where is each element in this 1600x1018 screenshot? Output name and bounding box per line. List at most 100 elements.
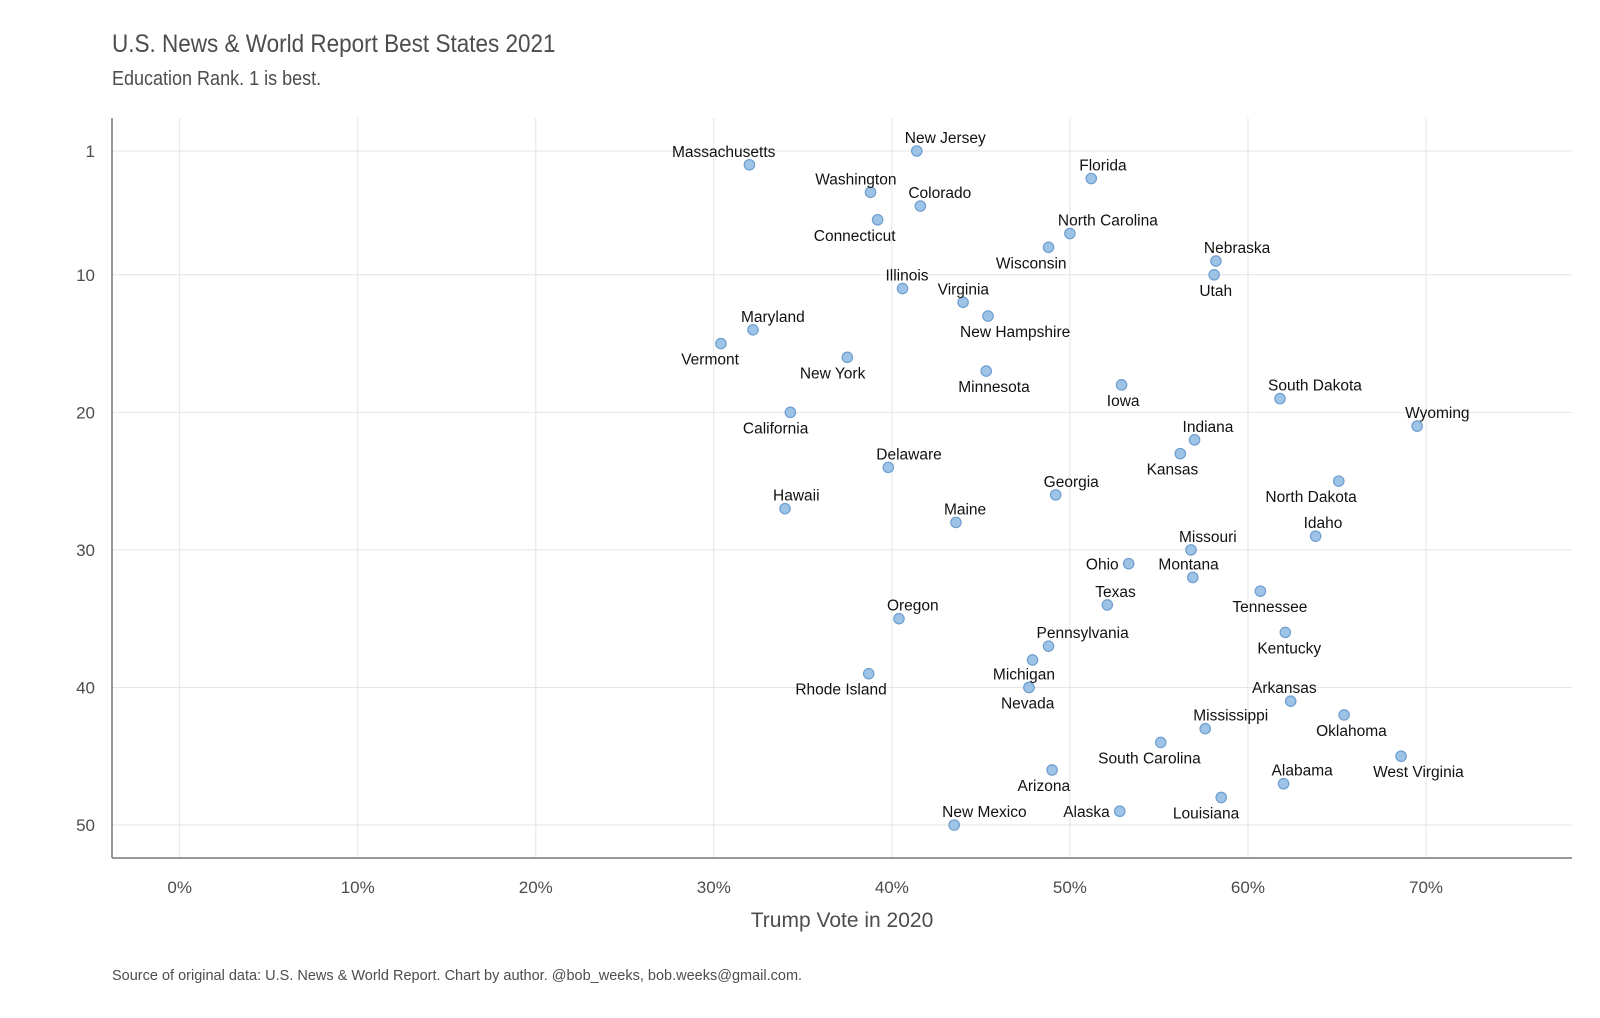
data-label: Utah <box>1199 283 1232 300</box>
data-label: Arizona <box>1018 778 1071 795</box>
data-label: Wyoming <box>1405 405 1469 422</box>
data-label: Maryland <box>741 309 805 326</box>
x-tick-label: 10% <box>341 878 375 897</box>
data-label: Florida <box>1079 158 1127 175</box>
data-point <box>950 516 962 529</box>
data-label: Alaska <box>1063 804 1110 821</box>
y-tick-label: 1 <box>86 142 95 161</box>
data-point <box>715 337 727 350</box>
data-point <box>1042 241 1055 254</box>
data-point <box>1185 544 1197 556</box>
data-label: Nevada <box>1001 695 1055 712</box>
data-label: Massachusetts <box>672 144 776 161</box>
data-label: New Hampshire <box>960 324 1070 341</box>
data-label: Hawaii <box>773 488 820 505</box>
data-point <box>980 365 993 377</box>
data-point <box>882 461 895 474</box>
data-label: Alabama <box>1272 763 1334 780</box>
data-label: Texas <box>1095 584 1136 601</box>
data-point <box>743 158 756 171</box>
data-label: Indiana <box>1183 419 1234 436</box>
chart-title: U.S. News & World Report Best States 202… <box>112 30 556 58</box>
data-label: Pennsylvania <box>1037 625 1130 642</box>
data-label: Washington <box>815 171 896 188</box>
data-point <box>1274 392 1286 405</box>
data-label: Maine <box>944 501 986 518</box>
data-label: Michigan <box>993 666 1055 683</box>
x-tick-label: 20% <box>519 878 553 897</box>
data-label: South Carolina <box>1098 750 1201 767</box>
data-point <box>910 145 923 157</box>
data-label: New Jersey <box>905 130 986 147</box>
data-point <box>1279 626 1292 639</box>
data-point <box>1199 722 1212 735</box>
data-point <box>1309 530 1322 542</box>
data-point <box>1186 571 1199 584</box>
x-tick-label: 50% <box>1053 878 1087 897</box>
data-label: North Dakota <box>1265 489 1357 506</box>
data-point <box>957 296 969 309</box>
x-tick-label: 40% <box>875 878 909 897</box>
data-label: Nebraska <box>1204 240 1271 257</box>
x-tick-label: 70% <box>1409 878 1443 897</box>
data-label: Oregon <box>887 598 939 615</box>
source-note: Source of original data: U.S. News & Wor… <box>112 968 803 984</box>
data-point <box>1395 750 1407 763</box>
data-label: Kentucky <box>1257 640 1321 657</box>
data-point <box>1115 379 1128 391</box>
data-label: North Carolina <box>1058 213 1158 230</box>
data-point <box>1254 585 1267 597</box>
data-label: Vermont <box>681 352 739 369</box>
data-point <box>1026 654 1039 666</box>
chart-subtitle: Education Rank. 1 is best. <box>112 68 322 90</box>
data-label: Wisconsin <box>996 255 1067 272</box>
data-point <box>1215 791 1228 804</box>
data-label: Ohio <box>1086 557 1119 574</box>
y-tick-label: 40 <box>76 678 95 697</box>
data-point <box>1122 557 1135 570</box>
data-label: Minnesota <box>958 379 1030 396</box>
data-point <box>1174 447 1187 460</box>
y-tick-label: 20 <box>76 403 95 422</box>
data-point <box>871 213 884 226</box>
data-point <box>1113 805 1126 818</box>
data-point <box>896 282 909 295</box>
data-label: Iowa <box>1107 393 1140 410</box>
data-label: Arkansas <box>1252 680 1317 697</box>
data-point <box>1023 681 1035 694</box>
data-point <box>864 186 877 199</box>
data-point <box>1101 599 1114 611</box>
data-label: Mississippi <box>1193 708 1268 725</box>
data-label: California <box>743 420 809 437</box>
data-point <box>1085 172 1098 185</box>
data-label: West Virginia <box>1373 764 1464 781</box>
data-label: Kansas <box>1147 462 1199 479</box>
data-point <box>862 667 875 680</box>
data-label: Colorado <box>908 185 971 202</box>
data-label: South Dakota <box>1268 378 1362 395</box>
data-point <box>1277 777 1290 790</box>
x-tick-label: 0% <box>167 878 192 897</box>
data-label: Louisiana <box>1173 805 1240 822</box>
data-point <box>1284 695 1297 707</box>
data-point <box>1210 255 1222 267</box>
data-point <box>1338 709 1350 721</box>
data-point <box>893 612 905 625</box>
data-point <box>1049 489 1062 501</box>
data-point <box>1332 475 1345 487</box>
data-label: New York <box>800 365 866 382</box>
data-point <box>841 351 854 364</box>
data-label: Tennessee <box>1232 599 1307 616</box>
x-tick-label: 30% <box>697 878 731 897</box>
data-label: Connecticut <box>814 228 897 245</box>
data-point <box>1154 736 1167 749</box>
y-tick-label: 10 <box>76 266 95 285</box>
data-label: Georgia <box>1044 474 1100 491</box>
data-point <box>1411 420 1423 432</box>
data-point <box>1188 434 1201 446</box>
data-point <box>784 406 797 419</box>
data-point <box>779 502 791 515</box>
data-label: Missouri <box>1179 529 1237 546</box>
